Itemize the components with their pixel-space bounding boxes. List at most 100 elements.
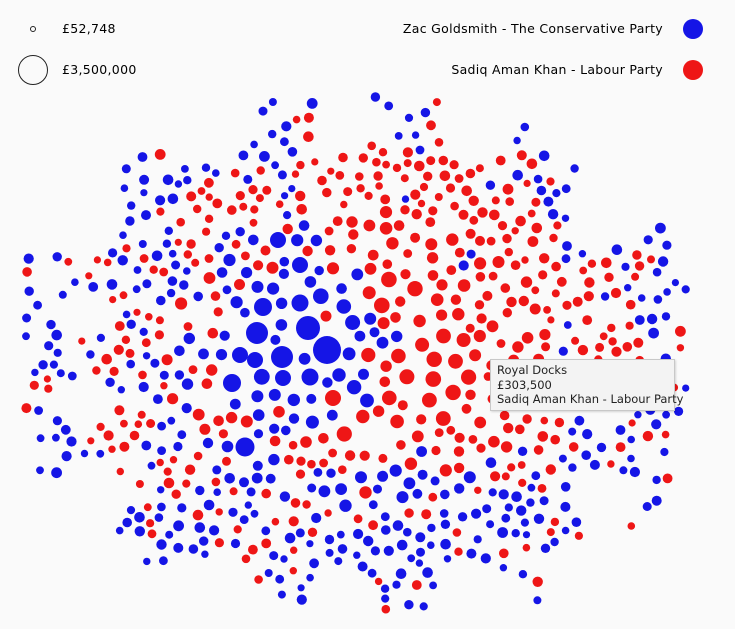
bubble-labour[interactable] bbox=[204, 177, 214, 188]
bubble-labour[interactable] bbox=[87, 437, 95, 445]
bubble-labour[interactable] bbox=[554, 417, 565, 428]
bubble-conservative[interactable] bbox=[346, 380, 362, 395]
bubble-labour[interactable] bbox=[103, 430, 114, 441]
bubble-conservative[interactable] bbox=[661, 312, 671, 321]
bubble-conservative[interactable] bbox=[513, 136, 521, 145]
bubble-conservative[interactable] bbox=[504, 503, 513, 512]
bubble-conservative[interactable] bbox=[336, 299, 352, 314]
bubble-labour[interactable] bbox=[373, 171, 383, 181]
bubble-conservative[interactable] bbox=[188, 544, 199, 554]
bubble-labour[interactable] bbox=[515, 215, 526, 227]
bubble-conservative[interactable] bbox=[539, 496, 549, 506]
bubble-conservative[interactable] bbox=[219, 330, 230, 341]
bubble-labour[interactable] bbox=[382, 259, 393, 270]
bubble-labour[interactable] bbox=[204, 254, 214, 263]
bubble-conservative[interactable] bbox=[313, 288, 329, 305]
bubble-conservative[interactable] bbox=[653, 295, 663, 304]
bubble-conservative[interactable] bbox=[239, 477, 249, 488]
bubble-labour[interactable] bbox=[206, 364, 218, 376]
bubble-labour[interactable] bbox=[465, 228, 476, 239]
bubble-conservative[interactable] bbox=[526, 498, 535, 507]
bubble-labour[interactable] bbox=[511, 227, 519, 235]
bubble-labour[interactable] bbox=[143, 503, 152, 512]
bubble-labour[interactable] bbox=[346, 244, 357, 254]
bubble-conservative[interactable] bbox=[354, 330, 366, 342]
bubble-conservative[interactable] bbox=[589, 459, 600, 470]
bubble-labour[interactable] bbox=[523, 179, 531, 187]
bubble-labour[interactable] bbox=[607, 323, 616, 333]
bubble-labour[interactable] bbox=[303, 131, 314, 142]
bubble-conservative[interactable] bbox=[518, 570, 528, 579]
bubble-conservative[interactable] bbox=[415, 145, 425, 155]
bubble-labour[interactable] bbox=[615, 442, 626, 452]
bubble-labour[interactable] bbox=[193, 204, 202, 214]
bubble-conservative[interactable] bbox=[177, 430, 187, 440]
bubble-labour[interactable] bbox=[212, 198, 223, 209]
bubble-labour[interactable] bbox=[450, 201, 459, 211]
bubble-labour[interactable] bbox=[579, 266, 588, 275]
bubble-labour[interactable] bbox=[119, 291, 128, 300]
bubble-labour[interactable] bbox=[454, 432, 465, 443]
bubble-labour[interactable] bbox=[22, 267, 32, 277]
bubble-conservative[interactable] bbox=[642, 502, 652, 511]
bubble-conservative[interactable] bbox=[325, 548, 334, 557]
bubble-conservative[interactable] bbox=[415, 532, 426, 543]
bubble-labour[interactable] bbox=[461, 185, 473, 197]
bubble-conservative[interactable] bbox=[373, 484, 382, 494]
bubble-conservative[interactable] bbox=[389, 464, 402, 477]
bubble-conservative[interactable] bbox=[173, 520, 185, 532]
bubble-labour[interactable] bbox=[631, 272, 640, 281]
bubble-conservative[interactable] bbox=[396, 539, 408, 551]
bubble-conservative[interactable] bbox=[241, 267, 253, 279]
bubble-conservative[interactable] bbox=[536, 185, 547, 196]
bubble-conservative[interactable] bbox=[511, 491, 522, 503]
bubble-conservative[interactable] bbox=[417, 469, 428, 480]
bubble-conservative[interactable] bbox=[288, 413, 300, 424]
bubble-conservative[interactable] bbox=[522, 531, 531, 539]
bubble-conservative[interactable] bbox=[334, 557, 343, 566]
bubble-conservative[interactable] bbox=[486, 520, 495, 529]
bubble-conservative[interactable] bbox=[298, 352, 311, 365]
bubble-conservative[interactable] bbox=[512, 169, 523, 181]
bubble-conservative[interactable] bbox=[568, 427, 577, 436]
bubble-labour[interactable] bbox=[129, 430, 140, 441]
bubble-conservative[interactable] bbox=[281, 192, 289, 200]
bubble-conservative[interactable] bbox=[582, 429, 593, 440]
bubble-conservative[interactable] bbox=[142, 352, 151, 360]
bubble-labour[interactable] bbox=[411, 430, 424, 443]
bubble-labour[interactable] bbox=[229, 487, 238, 496]
bubble-labour[interactable] bbox=[163, 467, 172, 476]
bubble-labour[interactable] bbox=[546, 528, 555, 537]
bubble-labour[interactable] bbox=[499, 410, 510, 421]
bubble-labour[interactable] bbox=[374, 577, 383, 586]
bubble-conservative[interactable] bbox=[270, 232, 286, 248]
bubble-conservative[interactable] bbox=[367, 568, 377, 578]
bubble-labour[interactable] bbox=[103, 258, 112, 267]
bubble-conservative[interactable] bbox=[71, 278, 79, 287]
bubble-labour[interactable] bbox=[426, 120, 436, 131]
bubble-conservative[interactable] bbox=[621, 262, 630, 271]
bubble-labour[interactable] bbox=[230, 168, 240, 178]
bubble-conservative[interactable] bbox=[313, 468, 323, 477]
bubble-conservative[interactable] bbox=[305, 415, 319, 429]
bubble-conservative[interactable] bbox=[337, 544, 348, 554]
bubble-conservative[interactable] bbox=[363, 535, 374, 547]
bubble-labour[interactable] bbox=[434, 138, 444, 147]
bubble-labour[interactable] bbox=[332, 216, 343, 227]
bubble-conservative[interactable] bbox=[652, 475, 661, 485]
bubble-labour[interactable] bbox=[415, 337, 430, 352]
bubble-labour[interactable] bbox=[549, 233, 558, 243]
bubble-conservative[interactable] bbox=[291, 234, 304, 247]
bubble-conservative[interactable] bbox=[547, 209, 559, 220]
bubble-labour[interactable] bbox=[410, 232, 421, 243]
bubble-labour[interactable] bbox=[133, 308, 141, 316]
bubble-conservative[interactable] bbox=[246, 322, 268, 344]
bubble-labour[interactable] bbox=[307, 527, 318, 537]
bubble-conservative[interactable] bbox=[550, 537, 559, 547]
bubble-labour[interactable] bbox=[516, 150, 527, 161]
bubble-conservative[interactable] bbox=[168, 249, 177, 258]
bubble-conservative[interactable] bbox=[571, 517, 582, 527]
bubble-labour[interactable] bbox=[422, 392, 437, 408]
bubble-conservative[interactable] bbox=[230, 538, 241, 549]
bubble-labour[interactable] bbox=[438, 155, 449, 166]
